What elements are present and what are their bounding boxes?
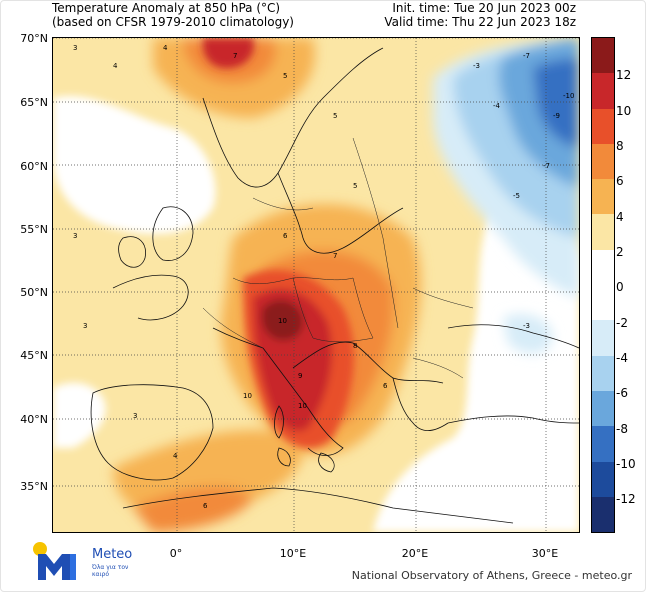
lon-label-30e: 30°E	[531, 547, 559, 560]
colorbar-segment	[592, 496, 614, 533]
colorbar-segment	[592, 108, 614, 144]
contour-label: 6	[203, 502, 208, 510]
colorbar-segment	[592, 320, 614, 356]
lat-label-55: 55°N	[20, 223, 48, 236]
colorbar-segment	[592, 214, 614, 250]
contour-label: 6	[383, 382, 388, 390]
graticule	[53, 38, 579, 532]
colorbar-segment	[592, 461, 614, 497]
map-svg: 3 4 4 7 5 5 5 6 7 10 9 10 10 8 6 3 4 6 3…	[53, 38, 579, 532]
lat-label-40: 40°N	[20, 413, 48, 426]
colorbar	[591, 37, 615, 533]
lat-label-45: 45°N	[20, 349, 48, 362]
contour-label: -3	[523, 322, 530, 330]
colorbar-label: 2	[616, 245, 624, 259]
colorbar-label: -10	[616, 457, 636, 471]
colorbar-label: 10	[616, 104, 632, 118]
anomaly-hot-core	[202, 38, 354, 449]
colorbar-label: 0	[616, 280, 624, 294]
lon-label-0: 0°	[169, 547, 183, 560]
valid-time: Valid time: Thu 22 Jun 2023 18z	[384, 15, 576, 29]
contour-label: -7	[523, 52, 530, 60]
anomaly-map: 3 4 4 7 5 5 5 6 7 10 9 10 10 8 6 3 4 6 3…	[52, 37, 580, 533]
contour-label: 5	[353, 182, 357, 190]
colorbar-segment	[592, 73, 614, 109]
contour-label: 3	[83, 322, 87, 330]
contour-label: -10	[563, 92, 574, 100]
contour-label: 5	[333, 112, 337, 120]
contour-label: 9	[298, 372, 302, 380]
contour-label: 7	[233, 52, 237, 60]
contour-label: 5	[283, 72, 287, 80]
contour-label: -4	[493, 102, 501, 110]
contour-labels: 3 4 4 7 5 5 5 6 7 10 9 10 10 8 6 3 4 6 3…	[73, 44, 574, 510]
contour-label: 4	[163, 44, 168, 52]
colorbar-segment	[592, 249, 614, 286]
lat-label-50: 50°N	[20, 286, 48, 299]
colorbar-segment	[592, 390, 614, 427]
meteo-m-sun-logo-icon[interactable]	[32, 540, 182, 584]
colorbar-label: -4	[616, 351, 628, 365]
contour-label: 10	[278, 317, 287, 325]
colorbar-label: 6	[616, 174, 624, 188]
lon-label-20e: 20°E	[401, 547, 429, 560]
logo-name[interactable]: Meteo	[92, 547, 133, 562]
contour-label: 3	[133, 412, 137, 420]
colorbar-segment	[592, 355, 614, 391]
country-borders	[202, 137, 474, 379]
colorbar-segment	[592, 143, 614, 180]
colorbar-label: -12	[616, 492, 636, 506]
contour-label: 3	[73, 232, 77, 240]
colorbar-segment	[592, 38, 614, 74]
credit: National Observatory of Athens, Greece -…	[351, 569, 632, 582]
colorbar-label: 8	[616, 139, 624, 153]
chart-title: Temperature Anomaly at 850 hPa (°C) (bas…	[52, 1, 294, 29]
contour-label: 10	[243, 392, 252, 400]
lat-label-65: 65°N	[20, 96, 48, 109]
colorbar-label: -8	[616, 422, 628, 436]
contour-label: 7	[333, 252, 337, 260]
contour-label: 4	[113, 62, 118, 70]
colorbar-label: -6	[616, 386, 628, 400]
colorbar-label: 4	[616, 210, 624, 224]
colorbar-segment	[592, 179, 614, 215]
colorbar-segment	[592, 426, 614, 462]
contour-label: -9	[553, 112, 560, 120]
lat-label-35: 35°N	[20, 480, 48, 493]
contour-label: 4	[173, 452, 178, 460]
colorbar-segment	[592, 285, 614, 321]
init-time: Init. time: Tue 20 Jun 2023 00z	[392, 1, 576, 15]
title-line-2: (based on CFSR 1979-2010 climatology)	[52, 15, 294, 29]
contour-label: -3	[473, 62, 480, 70]
anomaly-cold-zones	[433, 38, 579, 354]
colorbar-label: 12	[616, 68, 632, 82]
contour-label: 10	[298, 402, 307, 410]
lat-label-60: 60°N	[20, 160, 48, 173]
time-info: Init. time: Tue 20 Jun 2023 00z Valid ti…	[384, 1, 576, 29]
contour-label: 3	[73, 44, 77, 52]
logo-subtitle: Όλα για τον καιρό	[92, 564, 129, 578]
contour-label: 6	[283, 232, 288, 240]
title-line-1: Temperature Anomaly at 850 hPa (°C)	[52, 1, 281, 15]
colorbar-label: -2	[616, 316, 628, 330]
contour-label: -7	[543, 162, 550, 170]
contour-label: -5	[513, 192, 520, 200]
lat-label-70: 70°N	[20, 32, 48, 45]
contour-label: 8	[353, 342, 357, 350]
coastlines	[90, 47, 579, 524]
lon-label-10e: 10°E	[279, 547, 307, 560]
